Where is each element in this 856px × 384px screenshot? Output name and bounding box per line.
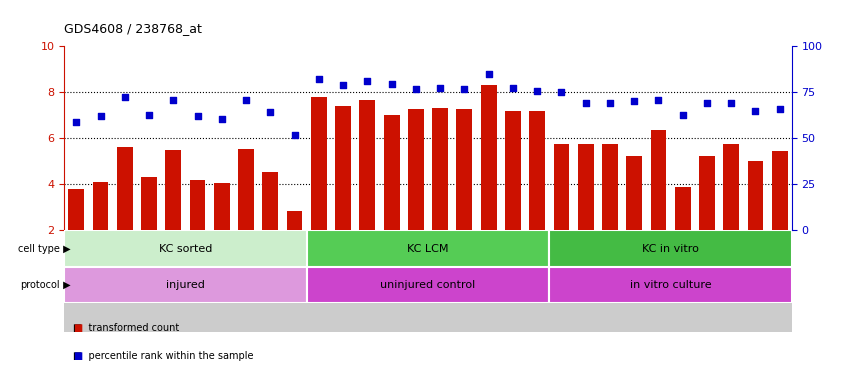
Point [93,113,108,119]
Text: in vitro culture: in vitro culture [630,280,711,290]
Point [312,76,325,83]
Bar [627,156,642,230]
Bar [306,230,550,267]
Point [142,112,156,118]
Point [627,98,641,104]
Point [506,84,520,91]
Bar [64,267,306,303]
Bar [383,115,400,230]
Point [579,99,592,106]
Point [166,97,180,103]
Point [724,99,738,106]
Bar [190,180,205,230]
Bar [550,267,792,303]
Point [433,84,447,91]
Point [360,78,374,84]
Bar [505,111,520,230]
Text: ■  percentile rank within the sample: ■ percentile rank within the sample [73,351,253,361]
Text: KC in vitro: KC in vitro [642,243,699,254]
Point [409,86,423,92]
Point [555,89,568,95]
Text: KC LCM: KC LCM [407,243,449,254]
Point [288,132,301,138]
Point [384,81,398,87]
Bar [141,177,157,230]
Point [530,88,544,94]
Bar [456,109,473,230]
Point [215,116,229,122]
Bar [263,172,278,230]
Bar [432,108,448,230]
Text: ■: ■ [73,323,82,333]
Bar [287,211,302,230]
Text: ▶: ▶ [60,280,70,290]
Text: ▶: ▶ [60,243,70,254]
Bar [92,182,109,230]
Point [603,99,616,106]
Point [773,106,787,113]
Point [69,119,83,125]
Point [264,109,277,115]
Text: GDS4608 / 238768_at: GDS4608 / 238768_at [64,22,202,35]
Point [457,86,471,92]
Bar [723,144,739,230]
Bar [336,106,351,230]
Point [748,108,762,114]
Text: ■: ■ [73,351,82,361]
Text: cell type: cell type [18,243,60,254]
Bar [311,97,327,230]
Bar [578,144,593,230]
Point [675,112,689,118]
Bar [651,130,666,230]
Bar [306,267,550,303]
Bar [117,147,133,230]
Bar [64,230,306,267]
Point [336,82,350,88]
Bar [529,111,545,230]
Point [239,97,253,103]
Bar [68,189,84,230]
Bar [550,230,792,267]
Bar [165,150,181,230]
Text: KC sorted: KC sorted [158,243,212,254]
Bar [772,151,788,230]
Text: injured: injured [166,280,205,290]
Text: uninjured control: uninjured control [380,280,476,290]
Bar [675,187,691,230]
Text: ■  transformed count: ■ transformed count [73,323,179,333]
Bar [238,149,254,230]
Bar [747,161,764,230]
Bar [602,144,618,230]
Point [482,71,496,77]
Bar [554,144,569,230]
Text: protocol: protocol [21,280,60,290]
Bar [64,230,792,332]
Bar [214,183,229,230]
Bar [360,100,375,230]
Point [118,94,132,100]
Point [191,113,205,119]
Point [700,99,714,106]
Bar [408,109,424,230]
Point [651,97,665,103]
Bar [699,156,715,230]
Bar [481,85,496,230]
